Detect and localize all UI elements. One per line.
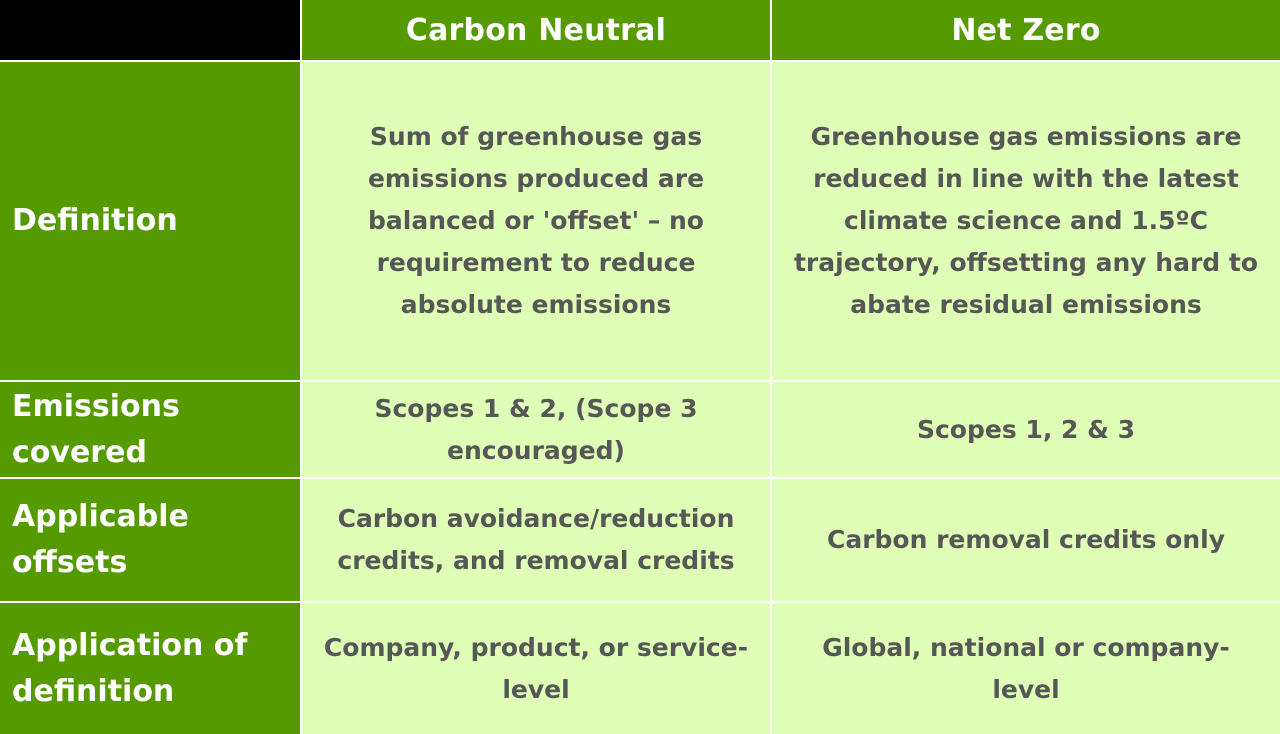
row-header-application-of-definition: Application of definition [0,603,302,734]
cell-application-net-zero: Global, national or company-level [772,603,1280,734]
column-header-carbon-neutral: Carbon Neutral [302,0,772,62]
cell-offsets-net-zero: Carbon removal credits only [772,479,1280,603]
cell-definition-carbon-neutral: Sum of greenhouse gas emissions produced… [302,62,772,382]
cell-application-carbon-neutral: Company, product, or service-level [302,603,772,734]
column-header-net-zero: Net Zero [772,0,1280,62]
cell-emissions-carbon-neutral: Scopes 1 & 2, (Scope 3 encouraged) [302,382,772,479]
row-header-definition: Definition [0,62,302,382]
table-corner [0,0,302,62]
cell-emissions-net-zero: Scopes 1, 2 & 3 [772,382,1280,479]
cell-definition-net-zero: Greenhouse gas emissions are reduced in … [772,62,1280,382]
cell-offsets-carbon-neutral: Carbon avoidance/reduction credits, and … [302,479,772,603]
row-header-applicable-offsets: Applicable offsets [0,479,302,603]
row-header-emissions-covered: Emissions covered [0,382,302,479]
